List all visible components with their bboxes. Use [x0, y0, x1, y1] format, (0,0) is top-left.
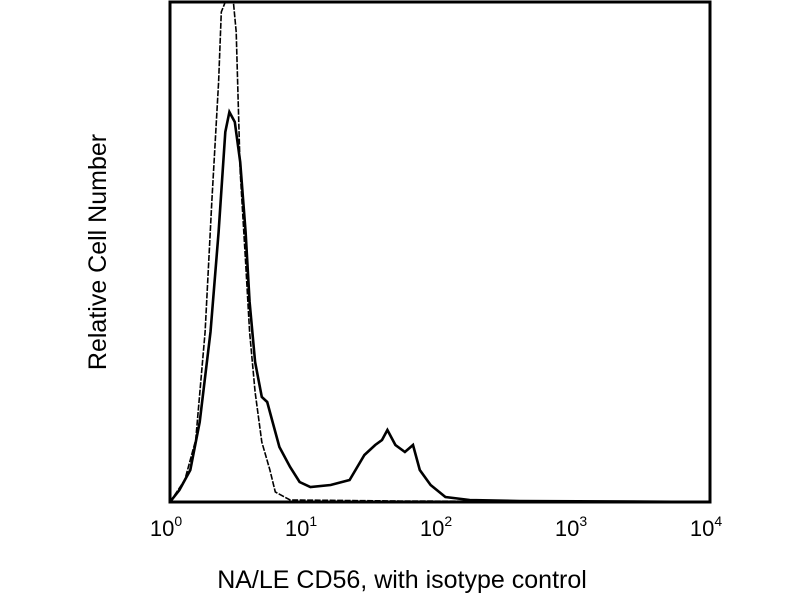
x-tick-label: 100: [150, 513, 182, 541]
series-line-cd56: [168, 108, 711, 504]
x-tick-labels: 100 101 102 103 104: [150, 513, 722, 541]
tick-base: 10: [690, 516, 714, 541]
tick-exponent: 2: [444, 513, 452, 529]
tick-base: 10: [420, 516, 444, 541]
tick-exponent: 3: [579, 513, 587, 529]
y-axis-label: Relative Cell Number: [84, 134, 112, 370]
plot-frame: [168, 0, 712, 504]
tick-base: 10: [555, 516, 579, 541]
tick-exponent: 4: [714, 513, 722, 529]
tick-base: 10: [285, 516, 309, 541]
x-tick-label: 102: [420, 513, 452, 541]
x-axis-label: NA/LE CD56, with isotype control: [217, 566, 587, 594]
x-tick-label: 103: [555, 513, 587, 541]
x-tick-label: 101: [285, 513, 317, 541]
tick-exponent: 1: [309, 513, 317, 529]
series-layer: [168, 1, 711, 504]
x-tick-label: 104: [690, 513, 722, 541]
tick-exponent: 0: [174, 513, 182, 529]
series-line-isotype: [169, 1, 711, 503]
tick-base: 10: [150, 516, 174, 541]
